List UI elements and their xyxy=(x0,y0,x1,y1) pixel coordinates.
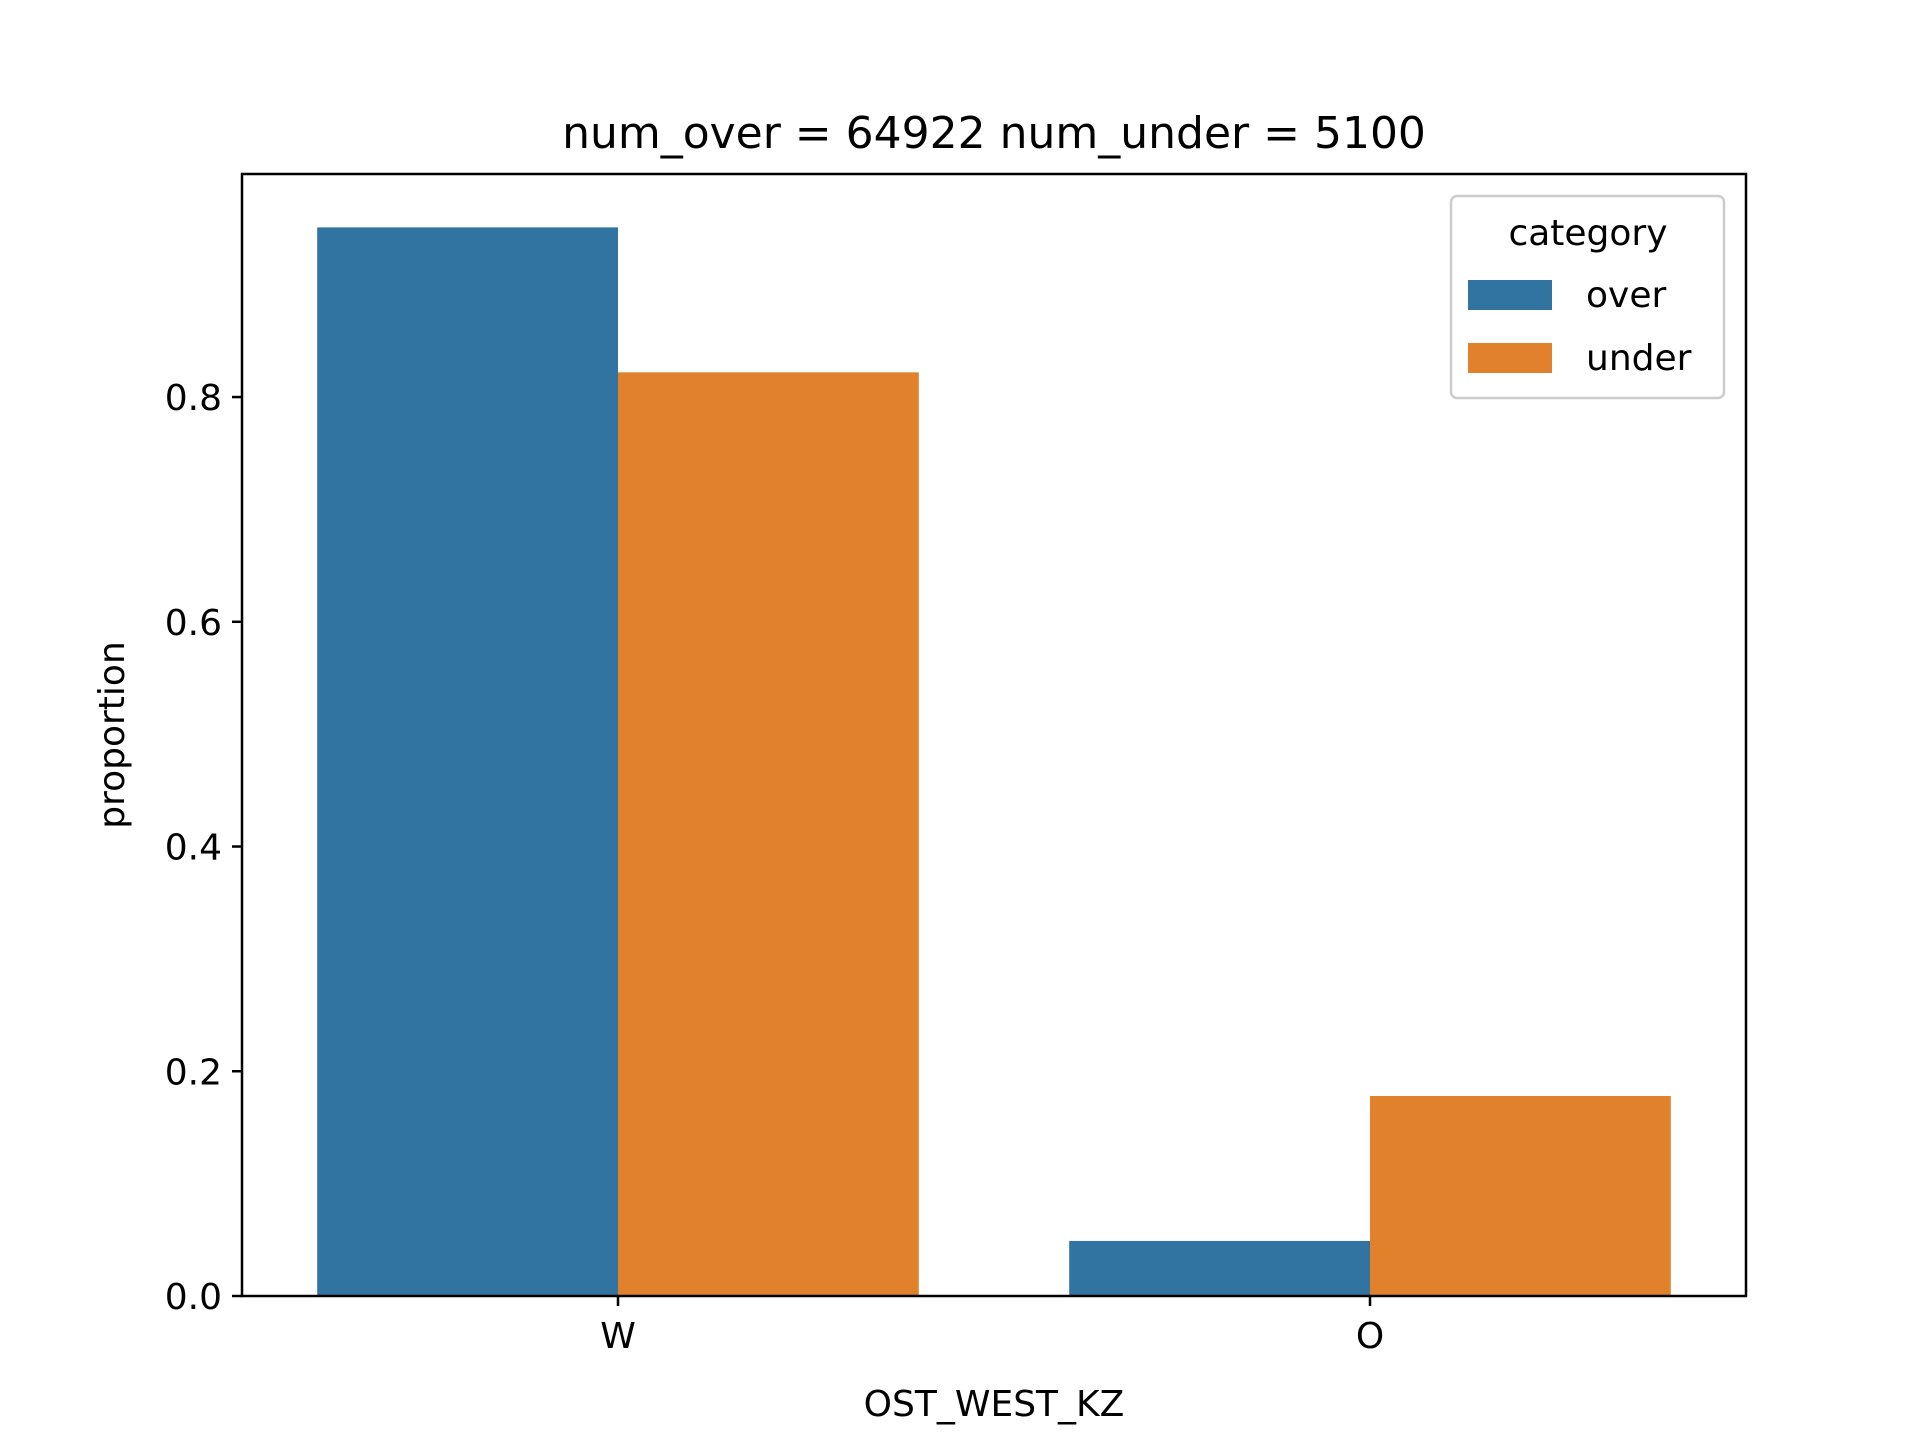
y-tick-label: 0.0 xyxy=(165,1277,222,1318)
y-axis: 0.0 0.2 0.4 0.6 0.8 xyxy=(165,378,242,1318)
chart-title: num_over = 64922 num_under = 5100 xyxy=(562,108,1426,159)
x-tick-label-O: O xyxy=(1356,1316,1384,1357)
y-tick-label: 0.8 xyxy=(165,378,222,419)
legend-swatch-under xyxy=(1468,343,1552,373)
legend-label-over: over xyxy=(1586,275,1666,316)
x-axis-label: OST_WEST_KZ xyxy=(864,1384,1125,1425)
bar-under-W xyxy=(618,372,919,1296)
legend: category over under xyxy=(1449,194,1726,400)
bars-group xyxy=(317,227,1671,1297)
plot-area-frame xyxy=(240,172,1748,1298)
y-tick-label: 0.4 xyxy=(165,828,222,869)
x-tick-label-W: W xyxy=(600,1316,636,1357)
legend-title: category xyxy=(1508,213,1667,254)
y-tick-label: 0.2 xyxy=(165,1052,222,1093)
y-tick-label: 0.6 xyxy=(165,603,222,644)
bar-over-O xyxy=(1069,1240,1370,1296)
bar-under-O xyxy=(1370,1095,1671,1296)
bar-over-W xyxy=(317,227,618,1297)
legend-swatch-over xyxy=(1468,280,1552,310)
legend-label-under: under xyxy=(1586,338,1692,379)
y-axis-label: proportion xyxy=(92,641,133,829)
